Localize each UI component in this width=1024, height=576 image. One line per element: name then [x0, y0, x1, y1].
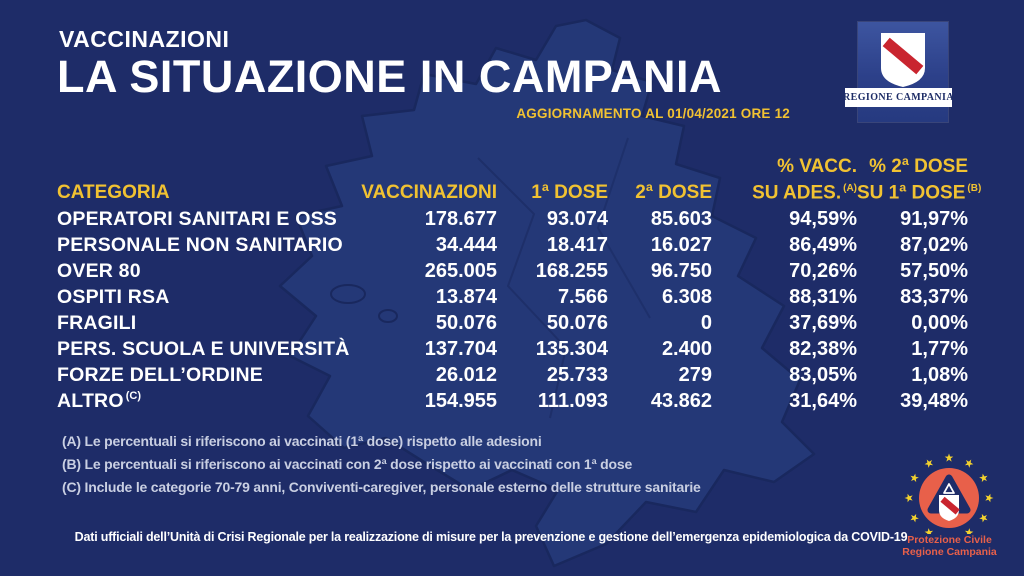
cell-pct-adesioni: 86,49% — [789, 233, 857, 256]
table-header-row: CATEGORIA VACCINAZIONI 1ª DOSE 2ª DOSE %… — [57, 150, 982, 204]
vaccination-table: CATEGORIA VACCINAZIONI 1ª DOSE 2ª DOSE %… — [57, 150, 982, 414]
cell-dose1: 111.093 — [537, 389, 608, 412]
header-pct-dose-line1: % 2ª DOSE — [869, 155, 968, 177]
cell-dose1: 18.417 — [546, 233, 608, 256]
cell-dose1: 7.566 — [557, 285, 608, 308]
cell-dose2: 43.862 — [650, 389, 712, 412]
cell-dose2: 0 — [700, 311, 712, 334]
header-vaccinazioni: VACCINAZIONI — [361, 182, 497, 203]
cell-vaccinazioni: 178.677 — [424, 207, 497, 230]
cell-vaccinazioni: 13.874 — [435, 285, 497, 308]
cell-pct-adesioni: 31,64% — [789, 389, 857, 412]
cell-dose2: 279 — [678, 363, 712, 386]
page-title: LA SITUAZIONE IN CAMPANIA — [57, 51, 722, 102]
cell-dose2: 6.308 — [661, 285, 712, 308]
header-categoria: CATEGORIA — [57, 182, 170, 203]
cell-pct-dose: 1,08% — [911, 363, 968, 386]
cell-pct-dose: 57,50% — [900, 259, 968, 282]
regione-campania-caption-band: REGIONE CAMPANIA — [843, 88, 954, 107]
cell-dose1: 50.076 — [546, 311, 608, 334]
cell-dose1: 168.255 — [535, 259, 608, 282]
cell-vaccinazioni: 34.444 — [435, 233, 497, 256]
header-pct-dose: % 2ª DOSE SU 1ª DOSE (B) — [857, 155, 982, 204]
cell-dose2: 96.750 — [650, 259, 712, 282]
cell-vaccinazioni: 265.005 — [424, 259, 497, 282]
table-row: OSPITI RSA 13.874 7.566 6.308 88,31% 83,… — [57, 284, 968, 310]
table-row: PERSONALE NON SANITARIO 34.444 18.417 16… — [57, 232, 968, 258]
footnote-marker-b: (B) — [967, 182, 982, 194]
cell-pct-adesioni: 94,59% — [789, 207, 857, 230]
cell-vaccinazioni: 26.012 — [435, 363, 497, 386]
protezione-civile-caption: Protezione Civile Regione Campania — [902, 534, 997, 558]
cell-category: OPERATORI SANITARI E OSS — [57, 207, 337, 230]
cell-pct-adesioni: 83,05% — [789, 363, 857, 386]
regione-campania-caption: REGIONE CAMPANIA — [843, 92, 954, 103]
cell-pct-dose: 87,02% — [900, 233, 968, 256]
cell-pct-dose: 0,00% — [911, 311, 968, 334]
data-source-caption: Dati ufficiali dell’Unità di Crisi Regio… — [74, 530, 908, 544]
table-row: PERS. SCUOLA E UNIVERSITÀ 137.704 135.30… — [57, 336, 968, 362]
cell-dose2: 85.603 — [650, 207, 712, 230]
footnotes: (A) Le percentuali si riferiscono ai vac… — [62, 430, 701, 499]
protezione-civile-caption-line1: Protezione Civile — [907, 534, 992, 546]
table-row: OPERATORI SANITARI E OSS 178.677 93.074 … — [57, 206, 968, 232]
cell-vaccinazioni: 137.704 — [424, 337, 497, 360]
table-row: FORZE DELL’ORDINE 26.012 25.733 279 83,0… — [57, 362, 968, 388]
cell-pct-dose: 39,48% — [900, 389, 968, 412]
footnote-a: (A) Le percentuali si riferiscono ai vac… — [62, 433, 542, 449]
footnote-marker-c: (C) — [125, 390, 141, 402]
cell-category: PERS. SCUOLA E UNIVERSITÀ — [57, 337, 350, 360]
cell-dose2: 16.027 — [650, 233, 712, 256]
cell-pct-dose: 91,97% — [900, 207, 968, 230]
table-row: OVER 80 265.005 168.255 96.750 70,26% 57… — [57, 258, 968, 284]
cell-pct-adesioni: 37,69% — [789, 311, 857, 334]
cell-dose2: 2.400 — [661, 337, 712, 360]
header-pct-dose-line2: SU 1ª DOSE (B) — [857, 182, 982, 203]
footnote-marker-a: (A) — [843, 182, 857, 194]
cell-category: ALTRO (C) — [57, 389, 141, 412]
table-row: ALTRO (C) 154.955 111.093 43.862 31,64% 3… — [57, 388, 968, 414]
cell-vaccinazioni: 50.076 — [435, 311, 497, 334]
header-pct-adesioni-line1: % VACC. — [777, 155, 857, 177]
table-body: OPERATORI SANITARI E OSS 178.677 93.074 … — [57, 206, 968, 414]
cell-pct-dose: 83,37% — [900, 285, 968, 308]
cell-vaccinazioni: 154.955 — [424, 389, 497, 412]
header-pct-adesioni-line2: SU ADES. (A) — [752, 182, 857, 203]
cell-dose1: 135.304 — [535, 337, 608, 360]
campania-shield-icon — [880, 32, 926, 87]
table-row: FRAGILI 50.076 50.076 0 37,69% 0,00% — [57, 310, 968, 336]
cell-dose1: 93.074 — [546, 207, 608, 230]
cell-pct-adesioni: 82,38% — [789, 337, 857, 360]
cell-dose1: 25.733 — [546, 363, 608, 386]
cell-pct-adesioni: 88,31% — [789, 285, 857, 308]
protezione-civile-caption-line2: Regione Campania — [902, 546, 997, 558]
cell-pct-dose: 1,77% — [911, 337, 968, 360]
regione-campania-logo: REGIONE CAMPANIA — [843, 22, 954, 122]
update-timestamp: AGGIORNAMENTO AL 01/04/2021 ORE 12 — [516, 106, 790, 121]
footnote-b: (B) Le percentuali si riferiscono ai vac… — [62, 456, 633, 472]
campania-map-silhouette — [278, 18, 816, 568]
protezione-civile-logo: Protezione Civile Regione Campania — [902, 450, 997, 572]
footnote-c: (C) Include le categorie 70-79 anni, Con… — [62, 479, 701, 495]
cell-pct-adesioni: 70,26% — [789, 259, 857, 282]
cell-category: OVER 80 — [57, 259, 141, 282]
cell-category: FRAGILI — [57, 311, 137, 334]
protezione-civile-emblem-icon — [904, 453, 994, 543]
cell-category: FORZE DELL’ORDINE — [57, 363, 263, 386]
cell-category: PERSONALE NON SANITARIO — [57, 233, 343, 256]
header-dose2: 2ª DOSE — [635, 182, 712, 203]
cell-category: OSPITI RSA — [57, 285, 170, 308]
header-pct-adesioni: % VACC. SU ADES. (A) — [712, 156, 857, 204]
kicker-title: VACCINAZIONI — [59, 26, 230, 52]
header-dose1: 1ª DOSE — [531, 182, 608, 203]
